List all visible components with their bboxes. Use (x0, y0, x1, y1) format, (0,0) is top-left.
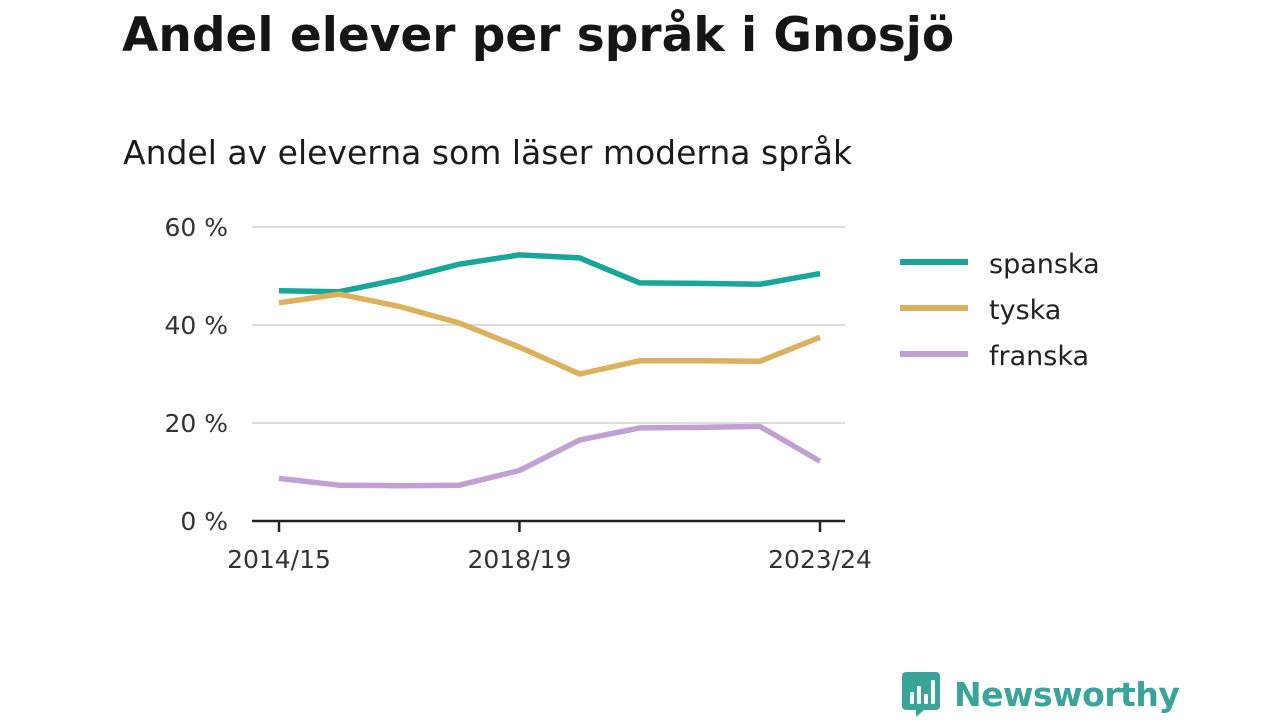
y-tick-label: 0 % (180, 507, 228, 536)
x-tick-label: 2023/24 (768, 545, 872, 574)
legend-label-franska: franska (989, 341, 1089, 372)
x-tick-label: 2018/19 (468, 545, 572, 574)
data-series (278, 252, 822, 489)
legend-label-spanska: spanska (989, 249, 1100, 280)
series-line-tyska (278, 291, 822, 377)
legend: spanska tyska franska (900, 249, 1100, 372)
legend-label-tyska: tyska (989, 295, 1061, 326)
y-tick-label: 40 % (164, 311, 228, 340)
x-tick-label: 2014/15 (227, 545, 331, 574)
y-tick-label: 20 % (164, 409, 228, 438)
newsworthy-logo: Newsworthy (900, 670, 1180, 718)
newsworthy-logo-icon (902, 672, 940, 717)
x-axis: 2014/15 2018/19 2023/24 (227, 519, 872, 574)
line-chart: 2014/15 2018/19 2023/24 0 % 20 % 40 % 60 % sp… (164, 213, 1100, 574)
series-line-spanska (278, 252, 821, 295)
series-line-franska (278, 423, 822, 489)
chart-subtitle: Andel av eleverna som läser moderna språ… (123, 133, 853, 172)
y-tick-label: 60 % (164, 213, 228, 242)
chart-title: Andel elever per språk i Gnosjö (122, 8, 955, 63)
grid-lines (252, 226, 845, 424)
newsworthy-logo-text: Newsworthy (954, 674, 1180, 714)
y-axis-tick-labels: 0 % 20 % 40 % 60 % (164, 213, 228, 536)
